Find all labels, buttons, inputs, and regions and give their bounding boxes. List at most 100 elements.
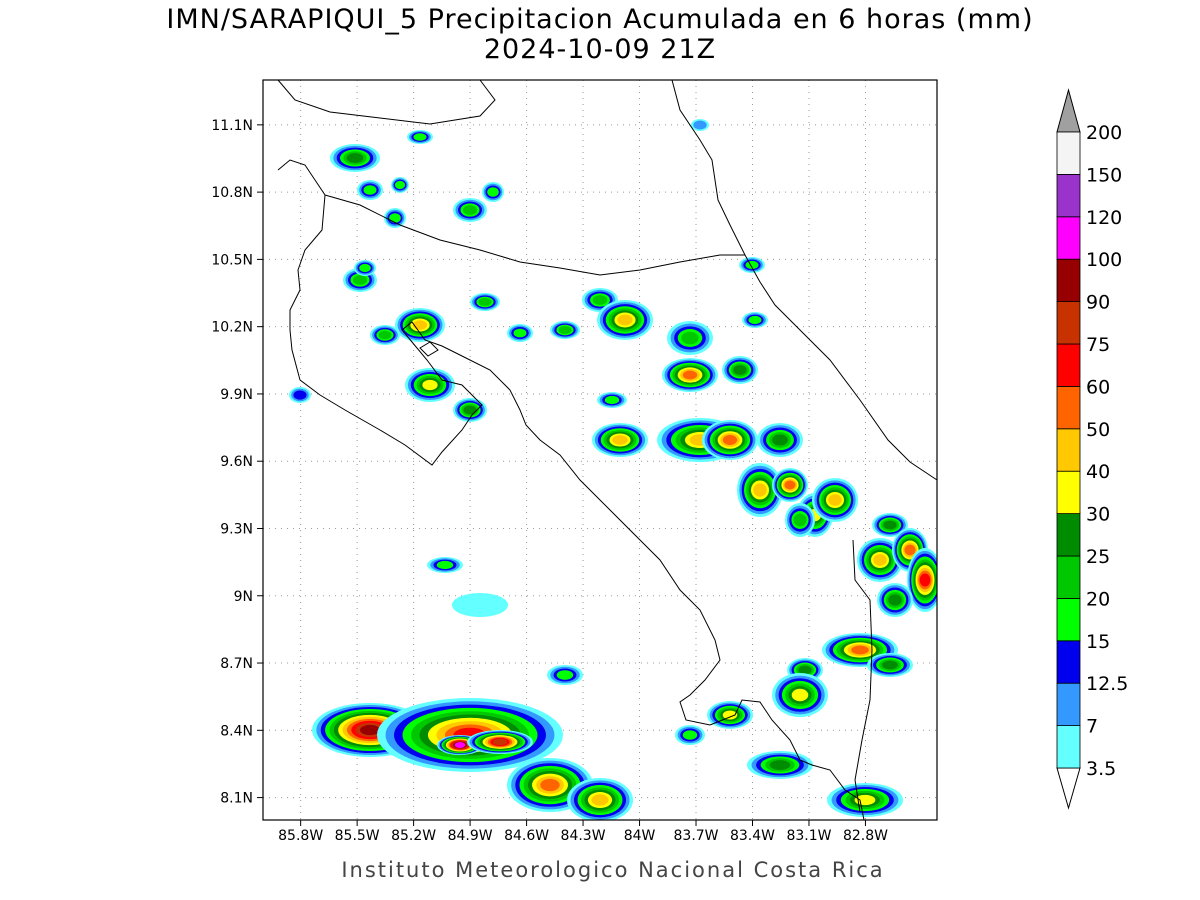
rain-area [828, 494, 842, 506]
rain-area [748, 315, 762, 325]
colorbar-segment [1056, 258, 1081, 303]
x-tick-label: 84.6W [504, 828, 549, 844]
y-tick-label: 8.7N [220, 656, 253, 672]
coastlines [277, 79, 938, 821]
rain-area [904, 544, 916, 556]
rain-area [793, 513, 807, 527]
title: IMN/SARAPIQUI_5 Precipitacion Acumulada … [166, 4, 1033, 35]
colorbar-label: 20 [1086, 588, 1110, 610]
rain-area [422, 379, 438, 391]
colorbar-label: 150 [1086, 164, 1122, 186]
rain-area [722, 710, 738, 720]
rain-area [682, 370, 698, 380]
colorbar-label: 120 [1086, 207, 1122, 229]
map-frame [262, 79, 938, 821]
rain-area [591, 794, 609, 806]
rain-area [873, 554, 887, 566]
nicaragua-coast [277, 79, 496, 125]
subtitle: 2024-10-09 21Z [484, 34, 716, 65]
colorbar-label: 200 [1086, 122, 1122, 144]
island [419, 341, 439, 357]
rain-area [722, 435, 738, 445]
y-tick-label: 8.4N [220, 723, 253, 739]
colorbar-label: 12.5 [1086, 673, 1128, 695]
border-north [324, 194, 745, 276]
colorbar-segment [1056, 173, 1081, 218]
rain-area [452, 593, 508, 617]
rain-area [413, 133, 427, 141]
rain-area [682, 730, 698, 740]
x-tick-label: 84W [624, 828, 656, 844]
rain-area [346, 153, 364, 163]
rain-area [394, 180, 406, 190]
rain-area [540, 778, 560, 792]
rain-area [353, 275, 367, 285]
colorbar-label: 90 [1086, 292, 1110, 314]
colorbar-label: 40 [1086, 461, 1110, 483]
x-tick-label: 83.1W [786, 828, 831, 844]
x-tick-label: 82.8W [843, 828, 888, 844]
colorbar-label: 25 [1086, 546, 1110, 568]
colorbar-segment [1056, 301, 1081, 345]
colorbar-segment [1056, 343, 1081, 387]
rain-area [463, 405, 477, 415]
caribbean-coast [671, 79, 938, 481]
colorbar-label: 30 [1086, 504, 1110, 526]
rain-area [513, 328, 527, 338]
rain-area [492, 738, 508, 746]
rain-area [791, 688, 809, 702]
colorbar-segment [1056, 598, 1081, 642]
colorbar-over [1056, 88, 1081, 133]
x-tick-label: 84.3W [561, 828, 606, 844]
rain-area [378, 330, 392, 340]
x-tick-label: 84.9W [448, 828, 493, 844]
colorbar-segment [1056, 428, 1081, 472]
colorbar-label: 50 [1086, 419, 1110, 441]
colorbar-segment [1056, 131, 1081, 175]
rain-area [359, 263, 371, 273]
rain-area [612, 435, 628, 445]
x-tick-label: 83.4W [730, 828, 775, 844]
colorbar-label: 75 [1086, 334, 1110, 356]
rain-area [919, 573, 931, 587]
rain-area [363, 185, 377, 195]
x-tick-label: 85.2W [391, 828, 436, 844]
rain-area [854, 794, 876, 806]
colorbar-segment [1056, 216, 1081, 260]
rain-area [604, 395, 620, 405]
colorbar-segment [1056, 385, 1081, 430]
y-tick-label: 9N [234, 589, 253, 605]
colorbar-segment [1056, 725, 1081, 769]
rain-area [558, 326, 572, 334]
colorbar-label: 7 [1086, 716, 1098, 738]
rain-area [360, 724, 380, 736]
y-tick-label: 11.1N [211, 118, 253, 134]
rain-area [681, 331, 699, 345]
rain-area [436, 560, 454, 570]
rain-area [882, 660, 898, 670]
rain-area [389, 213, 401, 223]
colorbar-segment [1056, 682, 1081, 727]
footer: Instituto Meteorologico Nacional Costa R… [341, 858, 884, 882]
rain-area [693, 120, 707, 130]
rain-area [753, 483, 767, 497]
rain-area [592, 295, 608, 305]
y-tick-label: 9.3N [220, 521, 253, 537]
colorbar-under [1056, 767, 1081, 810]
rain-area [478, 298, 492, 306]
x-tick-label: 83.7W [674, 828, 719, 844]
rain-area [733, 365, 747, 375]
rain-area [487, 187, 499, 197]
colorbar-label: 15 [1086, 631, 1110, 653]
rain-area [851, 645, 869, 655]
colorbar-segment [1056, 640, 1081, 684]
rain-area [769, 760, 791, 770]
y-tick-label: 10.5N [211, 252, 253, 268]
rain-area [883, 520, 897, 530]
colorbar-label: 100 [1086, 249, 1122, 271]
rain-area [454, 742, 466, 748]
colorbar-segment [1056, 513, 1081, 557]
rain-area [745, 260, 759, 270]
rain-area [798, 665, 812, 675]
